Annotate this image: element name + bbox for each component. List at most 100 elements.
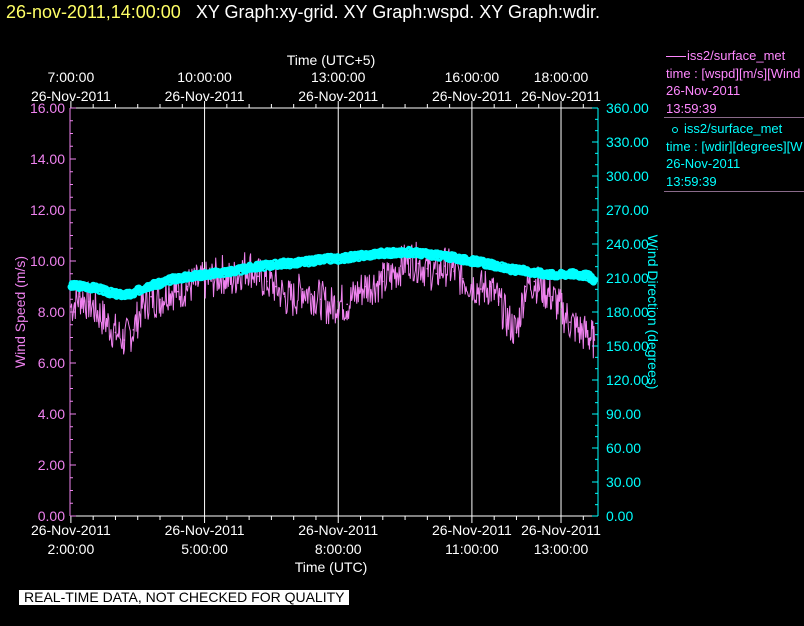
legend-wdir-date: 26-Nov-2011 [666,156,741,171]
wind-speed-point [390,275,393,278]
wind-speed-point [471,283,473,285]
wind-speed-point [319,298,322,301]
bottom-tick-date: 26-Nov-2011 [298,522,378,538]
legend-wind-direction: iss2/surface_met time : [wdir][degrees][… [666,120,804,190]
wind-speed-point [194,283,197,285]
bottom-tick-date: 26-Nov-2011 [432,522,512,538]
left-tick-label: 14.00 [30,151,65,167]
right-tick-label: 210.00 [606,270,649,286]
top-tick-time: 10:00:00 [177,69,232,85]
left-tick-label: 0.00 [38,508,65,524]
right-tick-label: 90.00 [606,406,641,422]
left-tick-label: 12.00 [30,202,65,218]
bottom-tick-time: 2:00:00 [48,541,95,557]
left-axis-title: Wind Speed (m/s) [12,256,28,368]
wind-speed-point [301,288,304,290]
legend-wdir-time: 13:59:39 [666,173,717,189]
wind-speed-point [257,275,259,278]
title-date: 26-nov-2011,14:00:00 [6,2,181,22]
right-tick-label: 240.00 [606,236,649,252]
line-marker-icon [666,56,686,58]
wind-speed-point [79,295,81,298]
right-tick-label: 60.00 [606,440,641,456]
wind-speed-point [168,288,170,290]
right-tick-label: 120.00 [606,372,649,388]
wind-speed-point [310,293,313,295]
wind-speed-point [355,293,357,295]
title-graph-list: XY Graph:xy-grid. XY Graph:wspd. XY Grap… [195,2,601,22]
wind-speed-point [123,339,126,341]
wind-speed-point [480,288,482,290]
wind-speed-point [70,306,72,308]
left-tick-label: 2.00 [38,457,65,473]
wind-speed-point [515,331,518,334]
top-tick-time: 13:00:00 [311,69,366,85]
top-tick-date: 26-Nov-2011 [432,88,512,104]
wind-speed-point [462,278,464,280]
wind-speed-point [159,298,161,301]
wind-speed-point [185,285,188,288]
graph-title-bar: 26-nov-2011,14:00:00 XY Graph:xy-grid. X… [6,2,600,23]
wind-speed-point [524,285,527,288]
wind-speed-point [542,288,544,290]
wind-speed-point [417,262,420,265]
legend-wspd-variable: time : [wspd][m/s][Wind [666,65,801,81]
bottom-tick-date: 26-Nov-2011 [165,522,245,538]
top-tick-time: 18:00:00 [534,69,589,85]
wind-speed-point [150,295,152,298]
top-tick-date: 26-Nov-2011 [521,88,601,104]
legend-wdir-name: iss2/surface_met [684,121,783,136]
wind-speed-point [96,311,99,313]
wind-speed-point [283,295,286,298]
wind-direction-point [591,276,598,284]
top-axis-title: Time (UTC+5) [287,52,376,68]
legend-wdir-variable: time : [wdir][degrees][W [666,138,803,154]
top-tick-date: 26-Nov-2011 [298,88,378,104]
wind-speed-point [444,265,446,267]
wind-speed-point [435,272,438,275]
left-tick-label: 6.00 [38,355,65,371]
wind-speed-point [506,318,509,321]
legend-divider [664,117,804,118]
wind-speed-point [230,280,233,283]
wind-speed-point [453,270,455,273]
left-tick-label: 4.00 [38,406,65,422]
wind-speed-point [266,280,268,283]
wind-speed-point [586,334,589,336]
wind-speed-point [132,329,135,331]
top-tick-date: 26-Nov-2011 [165,88,245,104]
legend-wind-speed: iss2/surface_met time : [wspd][m/s][Wind… [666,47,804,117]
wind-speed-point [497,301,500,303]
circle-marker-icon [672,126,678,133]
right-tick-label: 0.00 [606,508,633,524]
wind-speed-point [408,257,411,260]
wind-speed-point [328,306,331,308]
wind-speed-point [87,301,90,303]
wind-speed-point [275,285,277,288]
wind-speed-point [292,298,295,301]
wind-speed-point [337,301,340,303]
legend-divider [664,191,804,192]
quality-disclaimer: REAL-TIME DATA, NOT CHECKED FOR QUALITY [19,590,350,605]
wind-speed-point [551,295,553,298]
wind-speed-point [399,265,402,267]
legend-wspd-name: iss2/surface_met [687,48,786,63]
wind-speed-point [373,283,375,285]
bottom-tick-date: 26-Nov-2011 [521,522,601,538]
left-tick-label: 8.00 [38,304,65,320]
wind-speed-point [381,280,384,283]
bottom-tick-time: 13:00:00 [534,541,589,557]
legend-wspd-time: 13:59:39 [666,100,717,116]
right-axis-title: Wind Direction (degrees) [645,235,661,390]
wind-speed-point [488,285,491,288]
wind-speed-point [578,329,580,331]
left-tick-label: 16.00 [30,100,65,116]
wind-speed-point [141,306,143,308]
wind-speed-point [105,321,108,324]
wind-speed-point [346,303,348,306]
left-tick-label: 10.00 [30,253,65,269]
bottom-tick-time: 11:00:00 [445,541,499,557]
right-tick-label: 300.00 [606,168,649,184]
wind-speed-point [569,321,571,324]
